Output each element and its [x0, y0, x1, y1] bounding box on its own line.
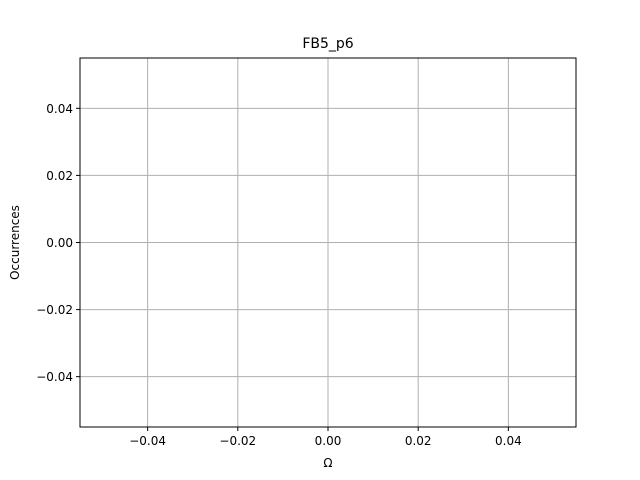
y-tick-label: 0.00: [46, 236, 73, 250]
x-tick-label: −0.04: [129, 434, 166, 448]
x-tick-label: −0.02: [219, 434, 256, 448]
y-tick-label: 0.02: [46, 169, 73, 183]
y-tick-label: 0.04: [46, 102, 73, 116]
x-tick-label: 0.04: [495, 434, 522, 448]
x-tick-label: 0.02: [405, 434, 432, 448]
x-tick-label: 0.00: [315, 434, 342, 448]
ticks: −0.04 −0.02 0.00 0.02 0.04 −0.04 −0.02 0.00 0.02…: [36, 102, 522, 448]
x-axis-label: Ω: [323, 456, 332, 470]
y-tick-label: −0.04: [36, 370, 73, 384]
y-axis-label: Occurrences: [8, 205, 22, 280]
grid: [80, 58, 576, 427]
y-tick-label: −0.02: [36, 303, 73, 317]
chart-title: FB5_p6: [302, 36, 353, 52]
